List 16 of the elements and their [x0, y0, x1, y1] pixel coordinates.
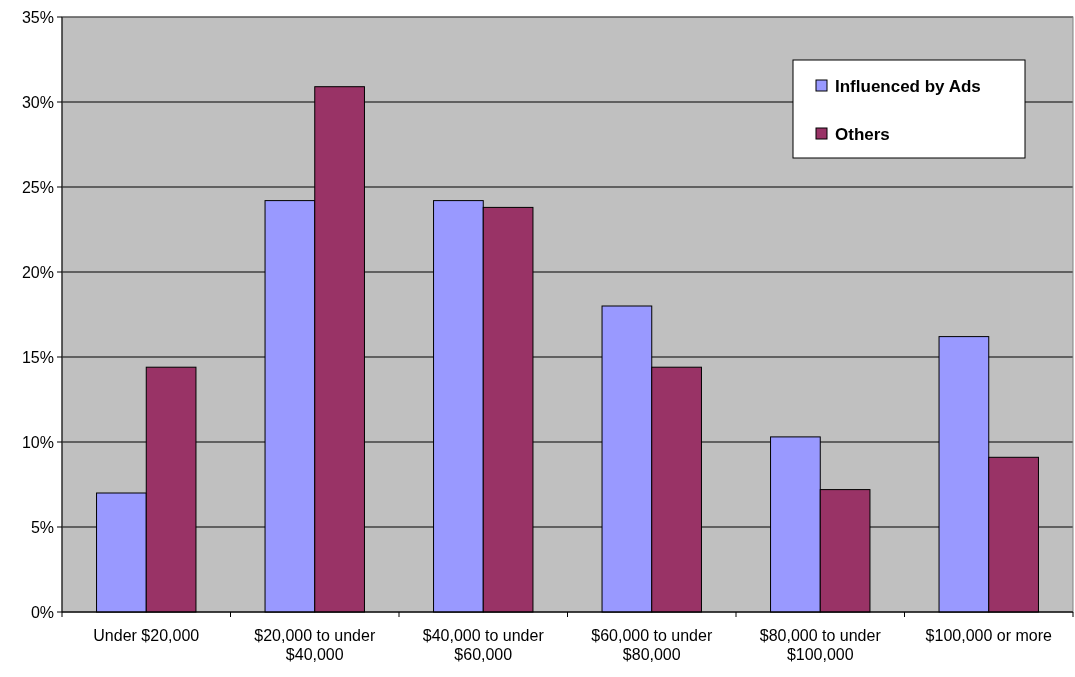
y-tick-label: 25% — [21, 178, 54, 196]
legend-label: Others — [835, 124, 890, 144]
x-tick-label: $40,000 to under $60,000 — [422, 627, 545, 663]
y-tick-label: 35% — [21, 8, 54, 26]
y-tick-label: 15% — [21, 348, 54, 366]
y-tick-label: 10% — [21, 433, 54, 451]
x-tick-label: $100,000 or more — [925, 627, 1052, 644]
y-tick-label: 30% — [21, 93, 54, 111]
y-tick-label: 20% — [21, 263, 54, 281]
x-tick-label: $80,000 to under $100,000 — [759, 627, 882, 663]
x-tick-label: $60,000 to under $80,000 — [591, 627, 713, 663]
legend-label: Influenced by Ads — [835, 76, 981, 96]
x-tick-label: $20,000 to under $40,000 — [254, 627, 376, 663]
y-tick-label: 5% — [30, 518, 54, 536]
y-tick-label: 0% — [30, 603, 54, 621]
x-tick-label: Under $20,000 — [93, 627, 200, 644]
